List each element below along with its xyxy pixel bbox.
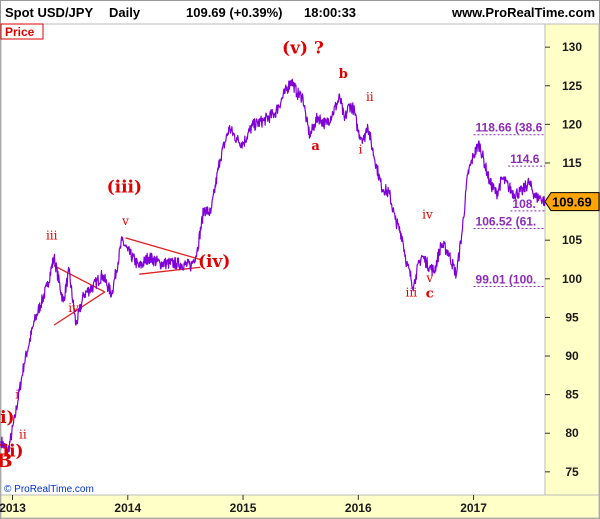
panel-label-box[interactable] bbox=[0, 23, 44, 40]
wave-label: B bbox=[0, 450, 12, 472]
wave-label: ii bbox=[19, 428, 27, 442]
fib-level-label: 108. bbox=[512, 197, 535, 211]
x-tick-label: 2016 bbox=[345, 501, 372, 515]
current-price-label: 109.69 bbox=[552, 195, 592, 210]
x-tick-label: 2015 bbox=[230, 501, 257, 515]
wave-label: (iii) bbox=[107, 177, 142, 197]
y-tick-label: 105 bbox=[562, 233, 582, 247]
wave-label: a bbox=[311, 139, 320, 154]
wave-label: c bbox=[426, 286, 434, 301]
wave-label: iii bbox=[406, 286, 418, 300]
panel-label: Price bbox=[5, 25, 35, 39]
wave-label: v bbox=[425, 271, 433, 285]
wave-label: iv bbox=[422, 208, 433, 222]
wave-label: (ii) bbox=[0, 441, 24, 461]
current-price-tag: 109.69 bbox=[544, 192, 600, 212]
price-series-line bbox=[0, 78, 546, 455]
header-time: 18:00:33 bbox=[304, 5, 356, 20]
wave-label: (i) bbox=[0, 408, 15, 428]
fib-level-label: 114.6 bbox=[510, 152, 540, 166]
fib-levels: 118.66 (38.6 114.6 108. 106.52 (61. 99.01 (1… bbox=[473, 121, 545, 287]
y-tick-label: 120 bbox=[562, 117, 582, 131]
plot-area bbox=[0, 23, 546, 496]
header-site: www.ProRealTime.com bbox=[451, 5, 595, 20]
x-axis-panel bbox=[0, 494, 600, 519]
x-tick-label: 2013 bbox=[0, 501, 26, 515]
fib-level-label: 99.01 (100. bbox=[476, 272, 537, 286]
fib-level-label: 118.66 (38.6 bbox=[476, 121, 543, 135]
y-tick-label: 130 bbox=[562, 40, 582, 54]
trendline bbox=[125, 237, 201, 261]
y-tick-label: 100 bbox=[562, 272, 582, 286]
header-quote: 109.69 (+0.39%) bbox=[186, 5, 282, 20]
y-tick-label: 85 bbox=[565, 388, 579, 402]
header-period: Daily bbox=[109, 5, 141, 20]
y-tick-label: 125 bbox=[562, 79, 582, 93]
y-tick-label: 95 bbox=[565, 310, 579, 324]
y-tick-label: 90 bbox=[565, 349, 579, 363]
wave-label: iii bbox=[46, 228, 58, 242]
wave-label: ii bbox=[366, 90, 374, 104]
wave-label: i bbox=[15, 387, 19, 401]
y-tick-label: 75 bbox=[565, 465, 579, 479]
copyright: © ProRealTime.com bbox=[4, 484, 94, 495]
x-tick-label: 2017 bbox=[460, 501, 487, 515]
wave-label: iv bbox=[68, 301, 79, 315]
wave-label: (iv) bbox=[198, 252, 230, 272]
wave-label: v bbox=[121, 214, 129, 228]
y-tick-label: 80 bbox=[565, 426, 579, 440]
wave-label: b bbox=[339, 67, 348, 82]
header-symbol: Spot USD/JPY bbox=[5, 5, 93, 20]
fib-level-label: 106.52 (61. bbox=[476, 214, 537, 228]
x-axis-ticks: 2013 2014 2015 2016 2017 bbox=[0, 495, 487, 515]
y-axis-panel bbox=[544, 23, 600, 496]
x-tick-label: 2014 bbox=[114, 501, 141, 515]
y-tick-label: 115 bbox=[562, 156, 582, 170]
wave-label: i bbox=[359, 143, 363, 157]
wave-label: (v) ? bbox=[282, 38, 324, 58]
